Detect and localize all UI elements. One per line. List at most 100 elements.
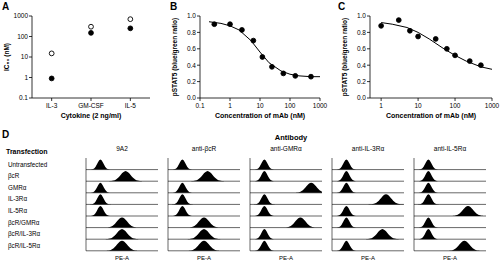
histogram — [250, 206, 322, 216]
row-label: IL-5Rα — [8, 207, 27, 214]
point — [89, 30, 94, 35]
x-tick-label: 1000 — [313, 102, 328, 109]
histogram — [86, 183, 158, 193]
histogram — [414, 194, 486, 204]
fit-line — [209, 22, 320, 77]
panel-label: D — [2, 129, 9, 140]
histogram — [250, 194, 322, 204]
point — [128, 26, 133, 31]
panel-label: C — [338, 1, 345, 12]
histogram — [250, 160, 322, 170]
column-label: 9A2 — [116, 145, 128, 152]
y-tick-label: 0.0 — [187, 94, 196, 101]
data — [379, 18, 492, 70]
y-tick-label: 1.0 — [187, 12, 196, 19]
panel-label: B — [170, 1, 177, 12]
x-tick-label: IL-3 — [46, 102, 58, 109]
column-label: anti-IL-3Rα — [352, 145, 385, 152]
row-label: βcR/IL-3Rα — [8, 230, 40, 238]
histogram — [332, 218, 404, 228]
x-axis-label: Concentration of mAb (nM) — [386, 112, 476, 120]
row-label: GMRα — [8, 184, 27, 191]
point — [396, 18, 401, 23]
row-label: βcR — [8, 172, 20, 180]
point — [128, 17, 133, 22]
x-tick — [455, 98, 456, 101]
title: Antibody — [275, 133, 308, 142]
y-tick — [197, 48, 200, 49]
y-axis-label: pSTAT5 (blue/green ratio) — [171, 18, 179, 97]
point — [49, 76, 54, 81]
x-tick — [381, 98, 382, 101]
column-label: anti-IL-5Rα — [434, 145, 467, 152]
histogram — [250, 171, 322, 181]
y-axis — [200, 16, 201, 98]
y-tick — [197, 98, 200, 99]
row-label: βcR/IL-5Rα — [8, 242, 40, 250]
x-tick — [290, 98, 291, 101]
histogram — [250, 183, 322, 193]
point — [379, 23, 384, 28]
y-tick-label: 0.8 — [357, 29, 366, 36]
y-tick-label: 0.0 — [357, 94, 366, 101]
x-tick-label: 100 — [450, 102, 461, 109]
row-label: IL-3Rα — [8, 195, 27, 202]
panel-label: A — [2, 1, 9, 12]
y-tick-label: 100 — [17, 33, 28, 40]
histogram — [414, 218, 486, 228]
x-axis-label: PE-A — [443, 255, 457, 261]
histogram — [168, 194, 240, 204]
x-tick — [51, 98, 52, 101]
x-tick-label: GM-CSF — [78, 102, 104, 109]
histogram — [168, 241, 240, 251]
x-axis-label: PE-A — [279, 255, 293, 261]
x-tick-label: 10 — [414, 102, 422, 109]
histogram — [250, 229, 322, 239]
data — [209, 22, 320, 79]
histogram — [86, 194, 158, 204]
histogram — [332, 183, 404, 193]
x-tick-label: 1 — [379, 102, 383, 109]
x-tick-label: 1 — [228, 102, 232, 109]
y-tick — [197, 65, 200, 66]
panel-D: D Antibody Transfection 9A2 PE-A anti-βcR PE-A… — [2, 129, 486, 261]
y-tick — [197, 32, 200, 33]
x-tick-label: 100 — [285, 102, 296, 109]
panel-B: B0.00.20.40.60.81.00.11101001000Concentr… — [170, 1, 328, 120]
y-tick-label: 0.1 — [19, 94, 28, 101]
x-tick-label: 10 — [256, 102, 264, 109]
y-tick-label: 0.6 — [187, 45, 196, 52]
x-axis-label: PE-A — [361, 255, 375, 261]
y-tick-label: 1 — [24, 74, 28, 81]
histogram — [332, 206, 404, 216]
y-tick — [367, 98, 370, 99]
y-tick-label: 0.8 — [187, 29, 196, 36]
x-tick — [320, 98, 321, 101]
figure: A0.11101001000IL-3GM-CSFIL-5Cytokine (2 … — [0, 0, 500, 267]
y-tick — [29, 98, 32, 99]
row-title: Transfection — [6, 148, 48, 155]
x-tick — [91, 98, 92, 101]
y-tick-label: 1000 — [14, 12, 29, 19]
x-tick — [492, 98, 493, 101]
histogram — [332, 160, 404, 170]
histogram — [332, 194, 404, 204]
column-label: anti-βcR — [192, 145, 217, 153]
y-tick — [367, 32, 370, 33]
y-tick-label: 1.0 — [357, 12, 366, 19]
x-tick-label: 1000 — [485, 102, 500, 109]
histogram — [168, 206, 240, 216]
histogram — [250, 241, 322, 251]
histogram — [86, 218, 158, 228]
histogram — [168, 160, 240, 170]
y-tick — [367, 48, 370, 49]
x-axis-label: Concentration of mAb (nM) — [215, 112, 305, 120]
histogram — [414, 160, 486, 170]
histogram — [86, 241, 158, 251]
histogram — [168, 229, 240, 239]
histogram — [332, 171, 404, 181]
histogram — [414, 229, 486, 239]
histogram — [414, 183, 486, 193]
y-tick — [29, 16, 32, 17]
histogram — [332, 229, 404, 239]
